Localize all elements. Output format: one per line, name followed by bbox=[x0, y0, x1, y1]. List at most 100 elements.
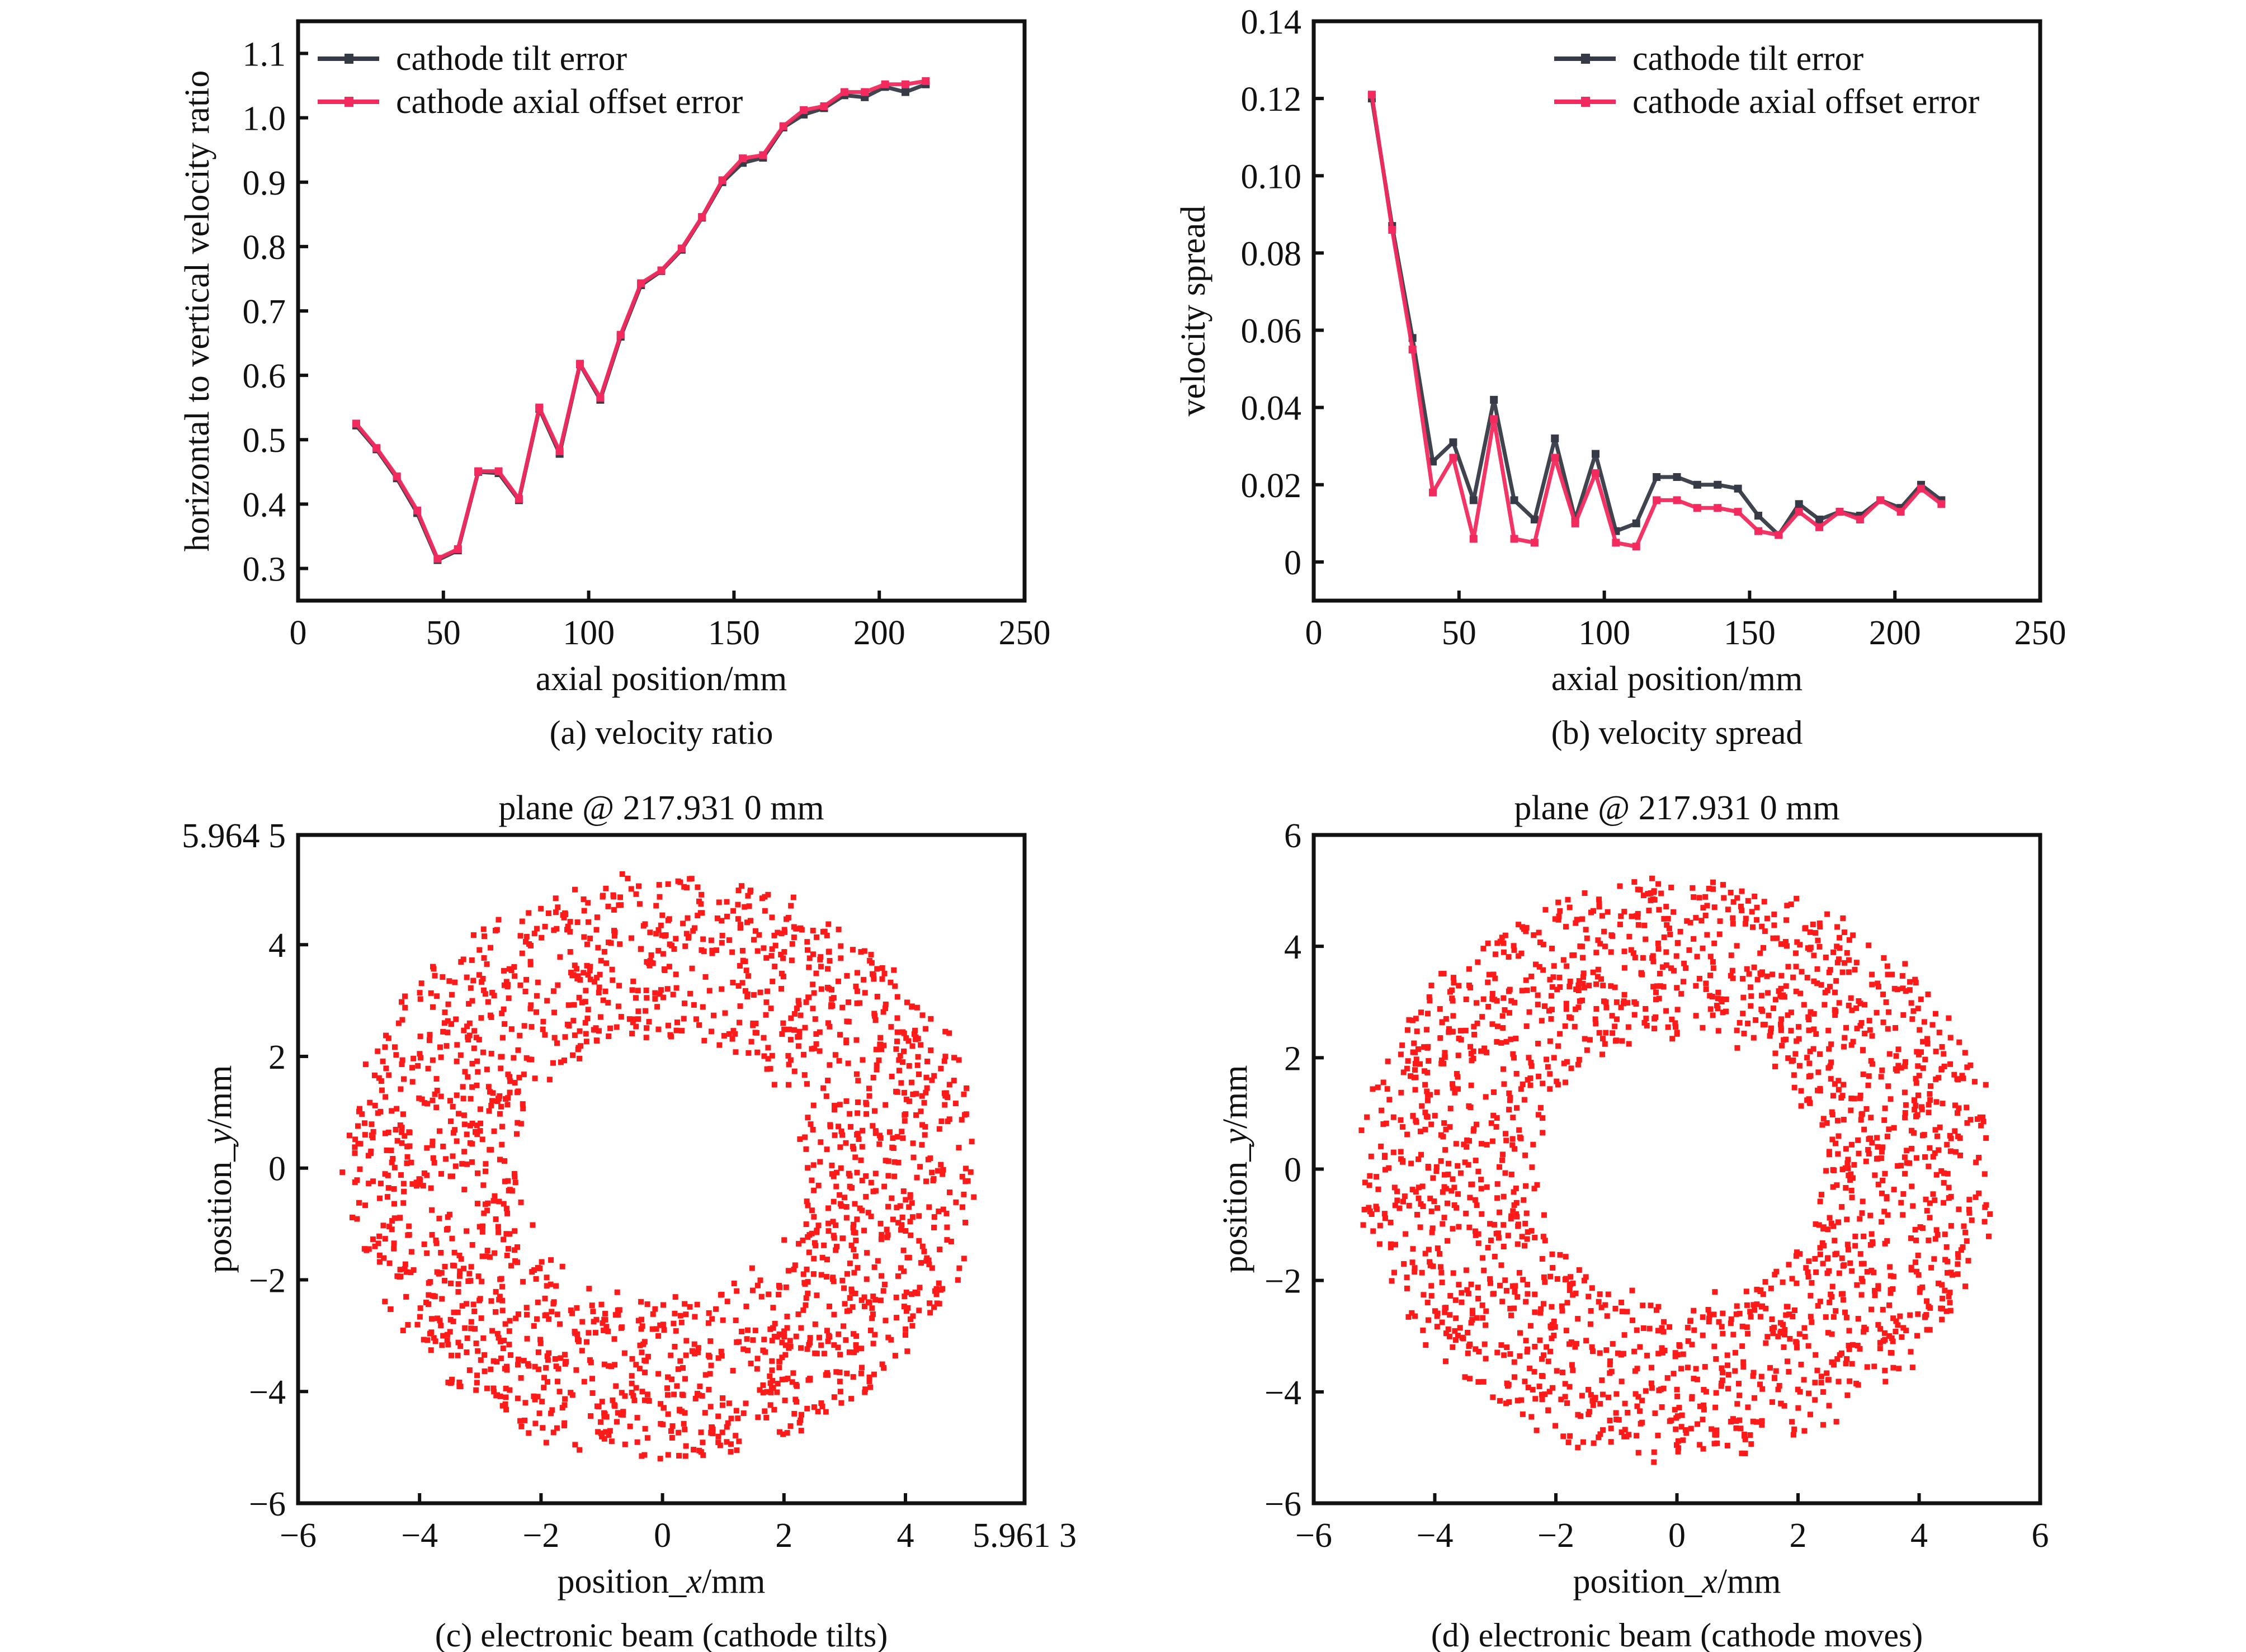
scatter-point bbox=[763, 999, 770, 1006]
scatter-point bbox=[1480, 946, 1487, 952]
scatter-point bbox=[484, 1385, 490, 1391]
scatter-point bbox=[1468, 1320, 1474, 1326]
scatter-point bbox=[814, 1292, 820, 1299]
scatter-point bbox=[1889, 1350, 1895, 1356]
scatter-point bbox=[894, 1089, 900, 1095]
scatter-point bbox=[735, 1415, 741, 1422]
scatter-point bbox=[498, 1355, 504, 1361]
scatter-point bbox=[1466, 1137, 1473, 1144]
scatter-point bbox=[1769, 1399, 1775, 1405]
scatter-point bbox=[913, 1112, 919, 1118]
scatter-point bbox=[487, 1012, 493, 1018]
scatter-point bbox=[603, 960, 610, 966]
scatter-point bbox=[798, 1012, 804, 1018]
scatter-point bbox=[497, 1393, 503, 1399]
scatter-point bbox=[811, 1255, 817, 1262]
scatter-point bbox=[877, 1135, 884, 1141]
scatter-point bbox=[1635, 1450, 1641, 1456]
scatter-point bbox=[1823, 954, 1829, 960]
scatter-point bbox=[615, 1003, 621, 1009]
scatter-point bbox=[667, 1032, 673, 1038]
scatter-point bbox=[586, 919, 592, 925]
scatter-point bbox=[1714, 1427, 1720, 1433]
scatter-point bbox=[1862, 1031, 1868, 1037]
scatter-point bbox=[1773, 1368, 1779, 1374]
scatter-point bbox=[1893, 1066, 1899, 1072]
scatter-point bbox=[859, 1144, 865, 1150]
scatter-point bbox=[407, 1143, 413, 1149]
scatter-point bbox=[1739, 1450, 1745, 1456]
scatter-point bbox=[1687, 1318, 1693, 1324]
scatter-point bbox=[1855, 1343, 1861, 1349]
scatter-point bbox=[1987, 1211, 1993, 1217]
scatter-point bbox=[1815, 1303, 1821, 1309]
data-point bbox=[840, 88, 848, 96]
scatter-point bbox=[598, 1301, 605, 1308]
scatter-point bbox=[904, 1348, 910, 1354]
scatter-point bbox=[1586, 1409, 1592, 1415]
scatter-point bbox=[938, 1162, 944, 1168]
data-point bbox=[1612, 539, 1620, 547]
scatter-point bbox=[733, 1408, 739, 1414]
scatter-point bbox=[628, 886, 634, 892]
scatter-point bbox=[461, 1112, 467, 1118]
scatter-point bbox=[1502, 1277, 1508, 1283]
scatter-point bbox=[1801, 1428, 1808, 1434]
scatter-point bbox=[469, 1141, 475, 1147]
scatter-point bbox=[1896, 1366, 1902, 1372]
scatter-point bbox=[434, 1315, 440, 1321]
scatter-point bbox=[927, 1300, 933, 1306]
scatter-point bbox=[1375, 1186, 1381, 1192]
scatter-point bbox=[1494, 1195, 1501, 1201]
scatter-point bbox=[355, 1123, 361, 1129]
scatter-point bbox=[521, 1358, 527, 1364]
scatter-point bbox=[1851, 1162, 1857, 1168]
scatter-point bbox=[1545, 1064, 1551, 1070]
scatter-point bbox=[1463, 1267, 1469, 1273]
scatter-point bbox=[1386, 1097, 1393, 1103]
scatter-point bbox=[1472, 1197, 1478, 1203]
scatter-point bbox=[1859, 1111, 1865, 1117]
scatter-point bbox=[1903, 1102, 1909, 1108]
scatter-point bbox=[1717, 918, 1723, 924]
scatter-point bbox=[587, 967, 593, 974]
scatter-point bbox=[827, 1023, 833, 1030]
scatter-point bbox=[830, 1219, 836, 1225]
scatter-point bbox=[829, 987, 835, 993]
scatter-point bbox=[1846, 957, 1852, 963]
scatter-point bbox=[770, 1385, 776, 1391]
y-axis-title: position_y/mm bbox=[201, 1065, 239, 1273]
scatter-point bbox=[1537, 1105, 1544, 1111]
scatter-point bbox=[447, 1098, 453, 1104]
scatter-point bbox=[1576, 1267, 1582, 1273]
scatter-point bbox=[1679, 1412, 1685, 1418]
scatter-point bbox=[927, 1310, 933, 1316]
y-tick-label: 2 bbox=[268, 1039, 286, 1077]
scatter-point bbox=[1783, 917, 1789, 923]
scatter-point bbox=[1551, 1318, 1557, 1324]
scatter-point bbox=[706, 1310, 712, 1316]
scatter-point bbox=[481, 1210, 487, 1216]
scatter-point bbox=[1927, 1091, 1933, 1097]
scatter-point bbox=[562, 1402, 568, 1408]
scatter-point bbox=[910, 1313, 916, 1319]
scatter-point bbox=[824, 984, 831, 990]
scatter-point bbox=[1820, 1389, 1826, 1395]
scatter-point bbox=[486, 1108, 492, 1114]
scatter-point bbox=[929, 1265, 935, 1271]
scatter-point bbox=[1483, 1356, 1489, 1362]
scatter-point bbox=[1839, 1204, 1845, 1210]
scatter-point bbox=[897, 1203, 903, 1209]
x-tick-label: 4 bbox=[1910, 1517, 1928, 1555]
scatter-point bbox=[1879, 1190, 1885, 1196]
scatter-point bbox=[1759, 1386, 1766, 1392]
scatter-point bbox=[498, 1338, 504, 1344]
scatter-point bbox=[1447, 1124, 1453, 1130]
scatter-point bbox=[1706, 1319, 1712, 1325]
scatter-point bbox=[1409, 1017, 1415, 1023]
scatter-point bbox=[1506, 1010, 1512, 1016]
scatter-point bbox=[835, 1344, 841, 1351]
scatter-point bbox=[1468, 1181, 1474, 1187]
scatter-point bbox=[1410, 1246, 1416, 1252]
